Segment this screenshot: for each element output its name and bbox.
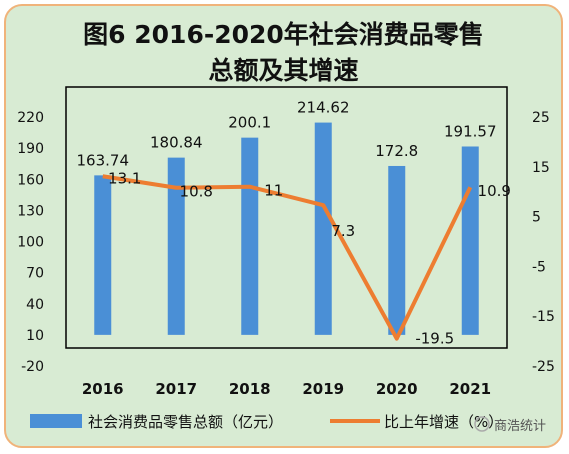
legend-swatch-bar	[30, 414, 82, 428]
left-tick-label: 40	[26, 297, 44, 313]
bar	[388, 165, 406, 335]
right-tick-label: -5	[532, 259, 546, 275]
category-label: 2020	[376, 380, 418, 398]
category-label: 2018	[229, 380, 271, 398]
left-tick-label: 220	[17, 110, 44, 126]
watermark-text: 商浩统计	[494, 419, 546, 434]
bar-value-label: 191.57	[444, 122, 497, 140]
legend-label-line: 比上年增速（%）	[384, 413, 503, 431]
bar	[167, 157, 185, 335]
legend-label-bar: 社会消费品零售总额（亿元）	[88, 413, 283, 431]
bar-value-label: 172.8	[375, 142, 418, 160]
line-value-label: -19.5	[415, 330, 454, 348]
legend: 社会消费品零售总额（亿元） 比上年增速（%）	[30, 413, 503, 431]
left-tick-label: 70	[26, 266, 44, 282]
bar-series	[94, 122, 479, 335]
left-tick-label: 160	[17, 172, 44, 188]
right-tick-label: 15	[532, 160, 550, 176]
right-tick-label: -25	[532, 359, 555, 375]
watermark-icon	[474, 416, 490, 432]
bar	[94, 175, 112, 335]
line-series	[102, 174, 473, 341]
right-tick-label: -15	[532, 309, 555, 325]
right-axis-ticks: -25 -15 -5 5 15 25	[532, 110, 555, 375]
category-label: 2019	[302, 380, 344, 398]
growth-line	[102, 174, 473, 341]
left-tick-label: -20	[21, 359, 44, 375]
bar	[314, 122, 332, 335]
bar-value-label: 200.1	[228, 114, 271, 132]
line-value-label: 10.9	[478, 182, 511, 200]
bar-value-labels: 163.74 180.84 200.1 214.62 172.8 191.57	[77, 99, 497, 170]
bar	[461, 146, 479, 335]
left-axis-ticks: -20 10 40 70 100 130 160 190 220	[17, 110, 44, 375]
category-labels: 2016 2017 2018 2019 2020 2021	[82, 380, 491, 398]
category-label: 2017	[155, 380, 197, 398]
left-tick-label: 100	[17, 235, 44, 251]
line-value-label: 11	[264, 182, 283, 200]
line-value-labels: 13.1 10.8 11 7.3 -19.5 10.9	[108, 169, 511, 347]
left-tick-label: 130	[17, 203, 44, 219]
bar-value-label: 163.74	[77, 151, 130, 169]
bar-value-label: 214.62	[297, 99, 350, 117]
chart-title-line2: 总额及其增速	[208, 56, 359, 85]
line-value-label: 13.1	[108, 169, 141, 187]
right-tick-label: 25	[532, 110, 550, 126]
chart-title-line1: 图6 2016-2020年社会消费品零售	[83, 20, 484, 49]
line-value-label: 7.3	[331, 222, 355, 240]
plot-area	[65, 86, 508, 349]
right-tick-label: 5	[532, 210, 541, 226]
left-tick-label: 190	[17, 141, 44, 157]
line-value-label: 10.8	[180, 183, 213, 201]
category-label: 2021	[449, 380, 491, 398]
bar-value-label: 180.84	[150, 134, 203, 152]
left-tick-label: 10	[26, 328, 44, 344]
bar	[241, 137, 259, 335]
watermark: 商浩统计	[474, 416, 546, 434]
category-label: 2016	[82, 380, 124, 398]
